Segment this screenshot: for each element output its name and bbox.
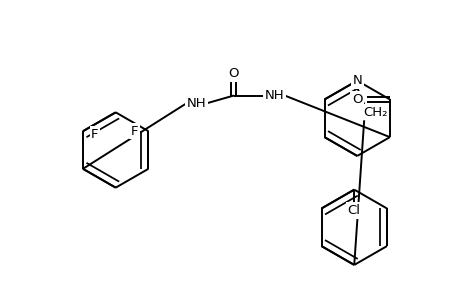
Text: NH: NH (264, 89, 284, 102)
Text: F: F (130, 125, 138, 138)
Text: CH₂: CH₂ (362, 106, 386, 119)
Text: O: O (351, 93, 362, 106)
Text: F: F (91, 128, 98, 141)
Text: N: N (352, 74, 361, 87)
Text: NH: NH (186, 97, 206, 110)
Text: Cl: Cl (347, 204, 360, 217)
Text: O: O (228, 67, 239, 80)
